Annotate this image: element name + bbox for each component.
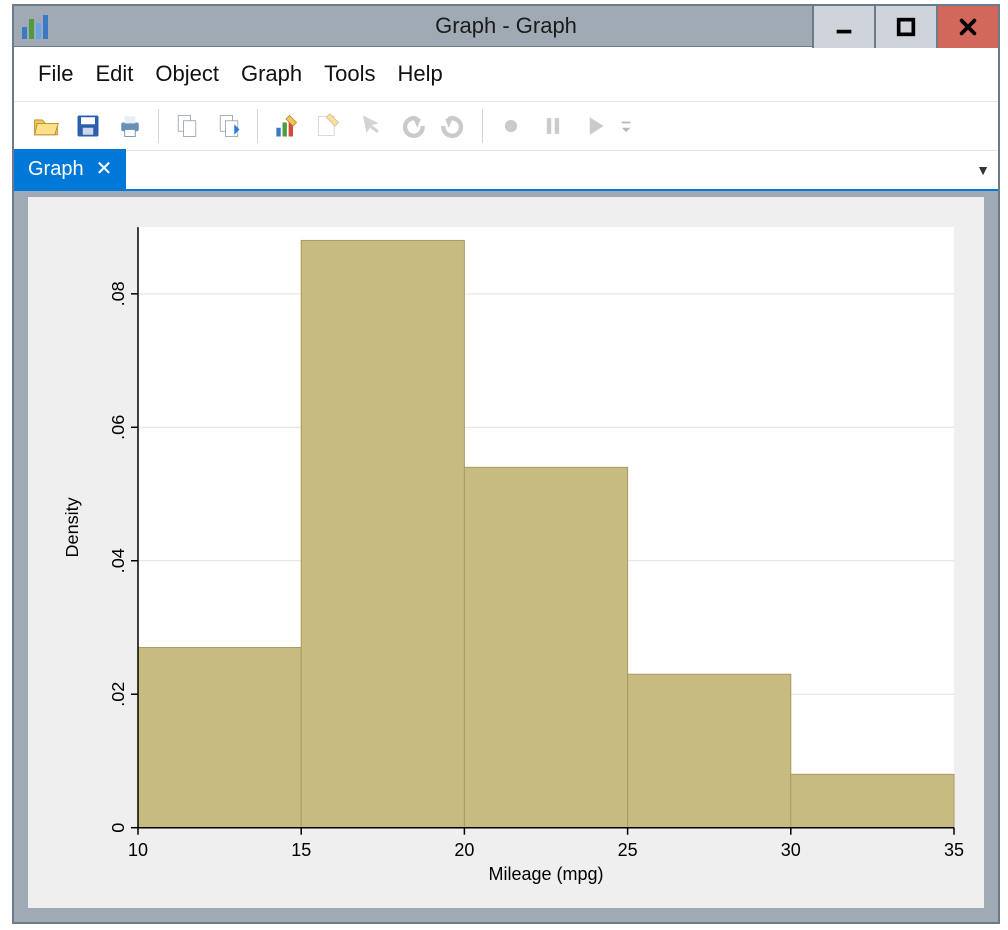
svg-text:.04: .04 xyxy=(108,548,128,573)
redo-icon[interactable] xyxy=(436,108,472,144)
histogram-chart: 10 15 20 25 30 35 0 .02 .04 .06 .08 Mileage (mpg) De… xyxy=(38,207,974,898)
svg-text:30: 30 xyxy=(781,840,801,860)
toolbar-separator xyxy=(257,109,258,143)
svg-text:Density: Density xyxy=(62,497,82,557)
svg-text:15: 15 xyxy=(291,840,311,860)
menubar: File Edit Object Graph Tools Help xyxy=(14,47,998,102)
tab-overflow-icon[interactable]: ▼ xyxy=(976,162,990,178)
svg-text:35: 35 xyxy=(944,840,964,860)
play-icon[interactable] xyxy=(577,108,613,144)
close-button[interactable] xyxy=(936,6,998,48)
toolbar-separator xyxy=(158,109,159,143)
svg-text:Mileage (mpg): Mileage (mpg) xyxy=(489,864,604,884)
tab-graph[interactable]: Graph ✕ xyxy=(14,149,126,189)
menu-graph[interactable]: Graph xyxy=(241,61,302,87)
open-icon[interactable] xyxy=(28,108,64,144)
svg-text:.08: .08 xyxy=(108,281,128,306)
maximize-button[interactable] xyxy=(874,6,936,48)
toolbar-separator xyxy=(482,109,483,143)
menu-edit[interactable]: Edit xyxy=(95,61,133,87)
svg-text:0: 0 xyxy=(108,823,128,833)
pointer-icon[interactable] xyxy=(352,108,388,144)
menu-object[interactable]: Object xyxy=(155,61,219,87)
menu-help[interactable]: Help xyxy=(397,61,442,87)
plot-canvas: 10 15 20 25 30 35 0 .02 .04 .06 .08 Mileage (mpg) De… xyxy=(38,207,974,898)
graph-edit-icon[interactable] xyxy=(268,108,304,144)
titlebar: Graph - Graph xyxy=(14,6,998,47)
menu-file[interactable]: File xyxy=(38,61,73,87)
dropdown-small-icon[interactable] xyxy=(619,108,635,144)
paste-icon[interactable] xyxy=(211,108,247,144)
minimize-button[interactable] xyxy=(812,6,874,48)
app-window: Graph - Graph File Edit Object Graph Too… xyxy=(12,4,1000,924)
svg-text:.02: .02 xyxy=(108,682,128,707)
save-icon[interactable] xyxy=(70,108,106,144)
svg-text:20: 20 xyxy=(454,840,474,860)
app-icon xyxy=(22,13,48,39)
tab-close-icon[interactable]: ✕ xyxy=(96,159,113,179)
copy-icon[interactable] xyxy=(169,108,205,144)
svg-text:.06: .06 xyxy=(108,415,128,440)
menu-tools[interactable]: Tools xyxy=(324,61,375,87)
svg-text:25: 25 xyxy=(618,840,638,860)
record-icon[interactable] xyxy=(493,108,529,144)
svg-text:10: 10 xyxy=(128,840,148,860)
pause-icon[interactable] xyxy=(535,108,571,144)
properties-icon[interactable] xyxy=(310,108,346,144)
window-controls xyxy=(812,6,998,48)
graph-area: 10 15 20 25 30 35 0 .02 .04 .06 .08 Mileage (mpg) De… xyxy=(14,191,998,922)
undo-icon[interactable] xyxy=(394,108,430,144)
tabstrip: Graph ✕ ▼ xyxy=(14,151,998,191)
tab-label: Graph xyxy=(28,158,84,181)
toolbar xyxy=(14,102,998,151)
print-icon[interactable] xyxy=(112,108,148,144)
